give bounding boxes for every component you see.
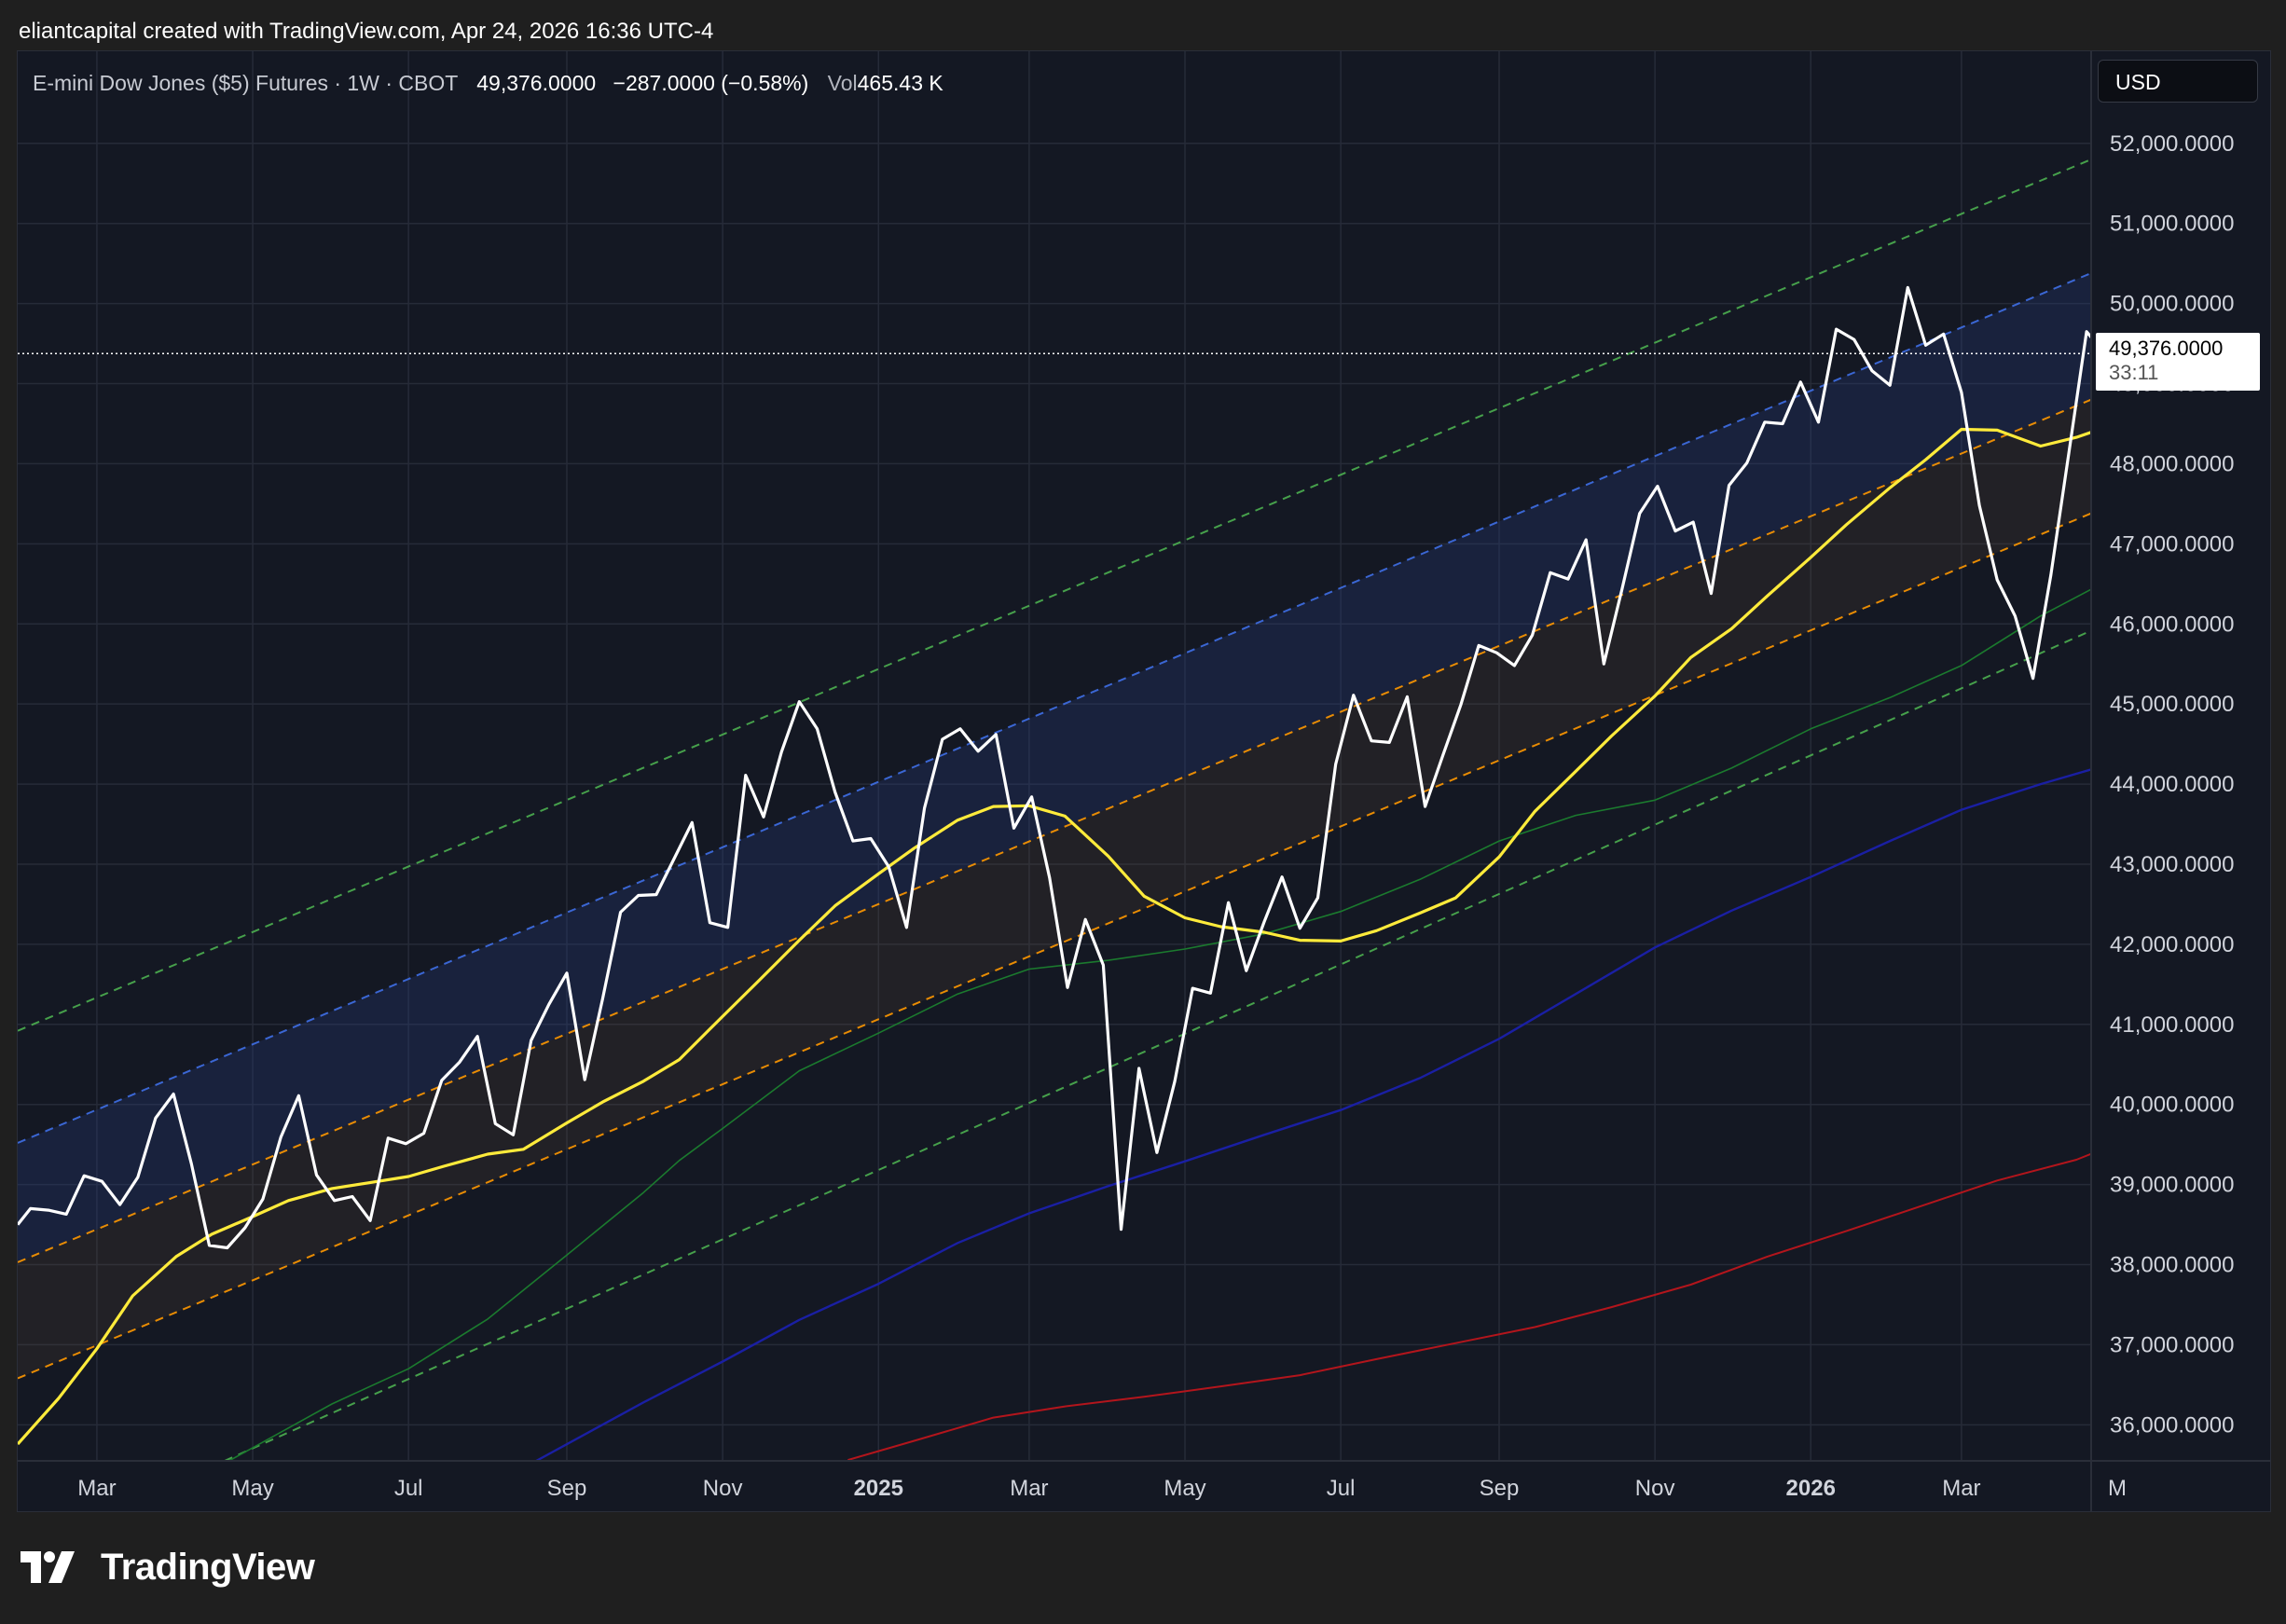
- y-tick-label: 39,000.0000: [2110, 1173, 2234, 1198]
- series-sma200: [847, 1152, 2091, 1461]
- x-tick-label: Sep: [547, 1476, 587, 1501]
- x-tick-label: May: [1164, 1476, 1205, 1501]
- y-tick-label: 37,000.0000: [2110, 1332, 2234, 1357]
- channel-band-middle: [18, 399, 2091, 1379]
- legend-volume-label: Vol: [827, 71, 858, 95]
- last-price-tag: 49,376.0000 33:11: [2096, 333, 2260, 391]
- x-tick-label: Jul: [394, 1476, 423, 1501]
- channel-line-1: [18, 271, 2091, 1144]
- x-tick-label: Mar: [1942, 1476, 1980, 1501]
- x-tick-label: 2025: [854, 1476, 903, 1501]
- channel-line-0: [18, 158, 2091, 1032]
- attribution-bar: eliantcapital created with TradingView.c…: [0, 0, 2286, 48]
- x-tick-label: Mar: [1010, 1476, 1048, 1501]
- y-tick-label: 36,000.0000: [2110, 1412, 2234, 1438]
- y-tick-label: 46,000.0000: [2110, 612, 2234, 637]
- legend-price: 49,376.0000: [476, 71, 597, 95]
- legend-volume-value: 465.43 K: [857, 71, 943, 95]
- x-tick-label: May: [231, 1476, 273, 1501]
- last-price-value: 49,376.0000: [2109, 337, 2224, 360]
- y-tick-label: 40,000.0000: [2110, 1093, 2234, 1118]
- y-tick-label: 44,000.0000: [2110, 772, 2234, 797]
- channel-line-2: [18, 398, 2091, 1263]
- y-tick-label: 52,000.0000: [2110, 131, 2234, 157]
- channel-band-upper: [18, 272, 2091, 1262]
- x-tick-label: Mar: [77, 1476, 116, 1501]
- bar-countdown: 33:11: [2109, 361, 2159, 384]
- legend-change: −287.0000 (−0.58%): [613, 71, 809, 95]
- y-tick-label: 47,000.0000: [2110, 531, 2234, 557]
- y-tick-label: 51,000.0000: [2110, 212, 2234, 237]
- x-tick-label: 2026: [1786, 1476, 1836, 1501]
- y-tick-label: 38,000.0000: [2110, 1253, 2234, 1278]
- y-tick-label: 45,000.0000: [2110, 692, 2234, 717]
- attribution-text: eliantcapital created with TradingView.c…: [19, 19, 714, 44]
- y-tick-label: 41,000.0000: [2110, 1012, 2234, 1038]
- currency-selector[interactable]: USD: [2098, 60, 2258, 103]
- plot-layer: [18, 158, 2091, 1461]
- chart-panel[interactable]: [17, 50, 2271, 1512]
- x-tick-label: Nov: [703, 1476, 743, 1501]
- tradingview-logo-icon: [21, 1551, 75, 1583]
- channel-line-3: [18, 512, 2091, 1380]
- x-tick-label: Nov: [1635, 1476, 1675, 1501]
- x-tick-label: Sep: [1480, 1476, 1520, 1501]
- x-tick-label: M: [2108, 1476, 2127, 1501]
- brand-name: TradingView: [101, 1546, 315, 1588]
- series-sma50: [227, 588, 2091, 1461]
- series-sma100: [535, 768, 2091, 1461]
- symbol-title: E-mini Dow Jones ($5) Futures · 1W · CBO…: [33, 71, 458, 95]
- x-tick-label: Jul: [1327, 1476, 1356, 1501]
- y-tick-label: 42,000.0000: [2110, 932, 2234, 957]
- y-tick-label: 43,000.0000: [2110, 852, 2234, 877]
- y-tick-label: 48,000.0000: [2110, 451, 2234, 476]
- symbol-legend: E-mini Dow Jones ($5) Futures · 1W · CBO…: [33, 71, 943, 96]
- series-sma20: [18, 427, 2091, 1446]
- brand[interactable]: TradingView: [21, 1544, 315, 1590]
- series-price: [18, 285, 2091, 1250]
- y-tick-label: 50,000.0000: [2110, 292, 2234, 317]
